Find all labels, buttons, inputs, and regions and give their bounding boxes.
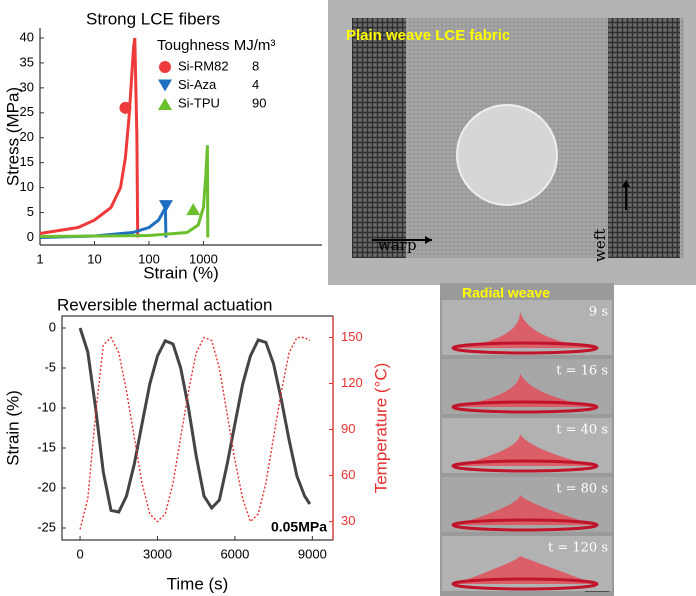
- y2-tick-label: 120: [341, 375, 363, 390]
- x-axis-label: Strain (%): [143, 263, 219, 282]
- legend-title: Toughness MJ/m³: [157, 37, 275, 54]
- legend-marker: [158, 98, 172, 110]
- x-tick-label: 9000: [298, 546, 327, 561]
- photo-title: Plain weave LCE fabric: [346, 27, 510, 44]
- actuator-base: [451, 518, 599, 532]
- legend-label: Si-Aza: [178, 77, 217, 92]
- y-tick-label: 25: [20, 104, 34, 119]
- chart-title: Reversible thermal actuation: [57, 295, 272, 314]
- y-tick-label: 15: [20, 154, 34, 169]
- y-tick-label: 0: [49, 319, 56, 334]
- frame-label: t = 16 s: [556, 364, 608, 379]
- actuator-base: [451, 400, 599, 414]
- radial-photo: Radial weave 9 s t = 16 s t = 40 s t = 80 s…: [440, 283, 614, 596]
- actuator-base: [451, 459, 599, 473]
- y2-tick-label: 150: [341, 329, 363, 344]
- x-tick-label: 3000: [143, 546, 172, 561]
- y-axis-label: Strain (%): [3, 390, 22, 466]
- photo-title: Radial weave: [462, 285, 550, 301]
- annotation: 0.05MPa: [271, 519, 327, 535]
- y-tick-label: 0: [27, 229, 34, 244]
- x-tick-label: 10: [87, 251, 101, 266]
- y-tick-label: -5: [44, 359, 56, 374]
- series-line: [78, 327, 312, 514]
- actuator-shape: [455, 434, 595, 466]
- actuator-shape: [455, 312, 595, 348]
- legend-marker: [158, 79, 172, 92]
- legend-marker: [159, 61, 171, 73]
- x-axis-label: Time (s): [167, 574, 229, 593]
- x-tick-label: 0: [76, 546, 83, 561]
- y-tick-label: -15: [37, 439, 56, 454]
- actuator-shape: [455, 495, 595, 525]
- y-tick-label: 5: [27, 204, 34, 219]
- legend-toughness: 90: [252, 95, 266, 110]
- y2-tick-label: 90: [341, 421, 355, 436]
- y-tick-label: -20: [37, 479, 56, 494]
- photo-label: warp: [378, 236, 417, 254]
- photo-label: weft: [591, 229, 609, 262]
- frame-label: t = 120 s: [548, 541, 608, 556]
- series-marker: [186, 203, 201, 216]
- x-tick-label: 1: [36, 251, 43, 266]
- y-tick-label: 30: [20, 79, 34, 94]
- actuator-shape: [455, 373, 595, 407]
- frame-label: 9 s: [589, 305, 608, 320]
- legend-label: Si-RM82: [178, 58, 229, 73]
- actuator-base: [451, 341, 599, 355]
- series-line: [79, 336, 311, 530]
- y-tick-label: 35: [20, 54, 34, 69]
- legend-label: Si-TPU: [178, 95, 220, 110]
- y-tick-label: 40: [20, 29, 34, 44]
- actuator-shape: [455, 556, 595, 584]
- chart-title: Strong LCE fibers: [86, 9, 220, 28]
- series-line: [39, 37, 140, 238]
- series-line: [39, 145, 210, 238]
- actuator-base: [451, 577, 599, 591]
- y-axis-label: Stress (MPa): [3, 87, 22, 186]
- series-marker: [119, 101, 132, 114]
- frame-label: t = 80 s: [556, 482, 608, 497]
- frame-label: t = 40 s: [556, 423, 608, 438]
- series-marker: [158, 200, 173, 213]
- y-tick-label: -25: [37, 519, 56, 534]
- y2-tick-label: 30: [341, 513, 355, 528]
- x-tick-label: 1000: [189, 251, 218, 266]
- legend-toughness: 8: [252, 58, 259, 73]
- y2-axis-label: Temperature (°C): [371, 363, 390, 494]
- y2-tick-label: 60: [341, 467, 355, 482]
- x-tick-label: 100: [138, 251, 160, 266]
- x-tick-label: 6000: [220, 546, 249, 561]
- y-tick-label: -10: [37, 399, 56, 414]
- legend-toughness: 4: [252, 77, 259, 92]
- y-tick-label: 10: [20, 179, 34, 194]
- y-tick-label: 20: [20, 129, 34, 144]
- fabric-photo: Plain weave LCE fabric warp weft: [328, 0, 696, 285]
